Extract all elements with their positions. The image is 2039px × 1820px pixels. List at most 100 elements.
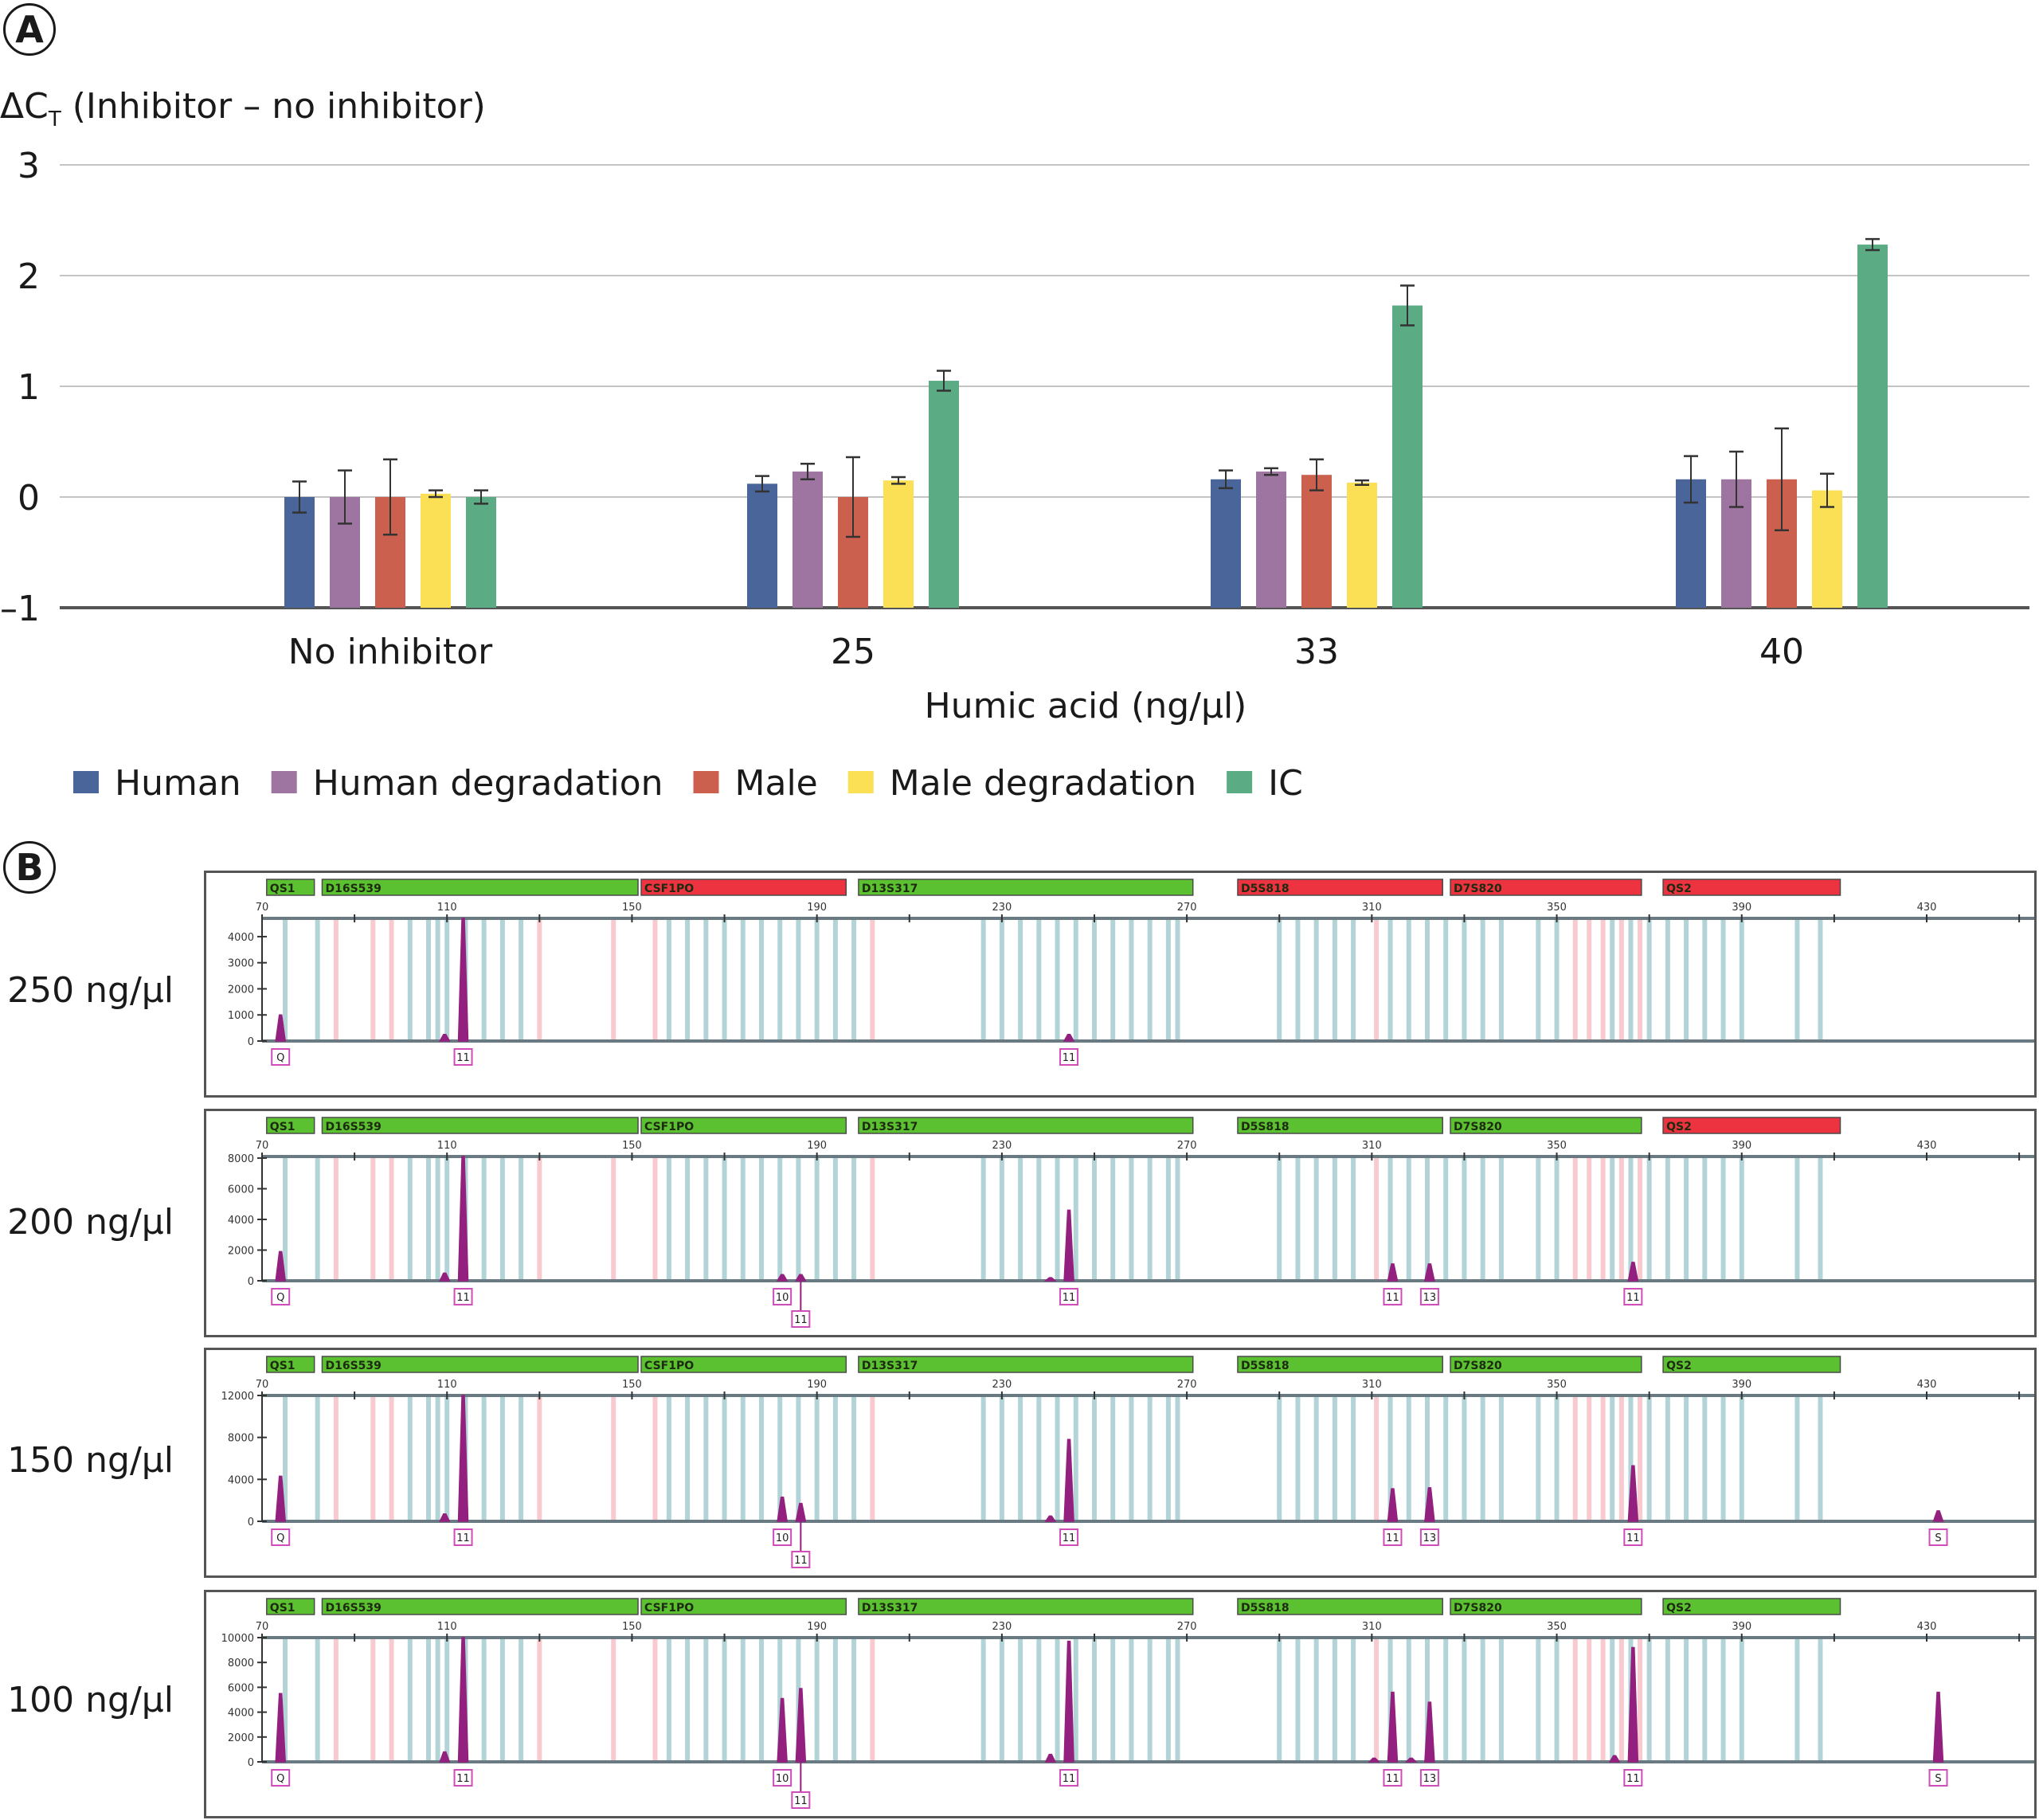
allele-call-box [1419,1769,1439,1787]
allele-bin [1147,918,1153,1041]
allele-peak [776,1274,789,1282]
marker-bar-d7s820 [1450,1598,1642,1615]
offladder-bin [611,1395,616,1521]
allele-call-label: 11 [1063,1532,1076,1544]
allele-call-label: 11 [456,1532,470,1544]
offladder-bin [1618,918,1624,1041]
allele-peak [275,1251,287,1282]
marker-label: D13S317 [862,1602,918,1615]
bp-tick-label: 110 [437,1379,457,1391]
allele-bin [1313,1157,1319,1281]
bp-tick-label: 350 [1547,1379,1567,1391]
allele-bin [1480,918,1485,1041]
bp-tick-label: 430 [1917,902,1937,914]
allele-bin [851,1395,857,1521]
allele-bin [1175,918,1180,1041]
rfu-tick-label: 12000 [221,1391,254,1403]
offladder-bin [1638,1395,1643,1521]
allele-peak [457,918,469,1042]
bar-male-degradation [1347,482,1377,608]
row-label-250: 250 ng/µl [7,970,174,1011]
allele-bin [1387,1157,1393,1281]
allele-bin [1554,1638,1560,1762]
bp-tick-label: 390 [1732,1140,1751,1152]
allele-peak [1063,1209,1074,1282]
allele-bin [1036,1395,1042,1521]
allele-bin [1277,1157,1282,1281]
allele-bin [1665,1395,1670,1521]
rfu-tick-label: 4000 [228,1474,254,1486]
allele-bin [1165,1395,1171,1521]
minor-peak [439,1034,451,1042]
allele-bin [1332,918,1337,1041]
allele-bin [1480,1395,1485,1521]
allele-bin [1425,1395,1430,1521]
marker-bar-d13s317 [858,1598,1194,1615]
allele-bin [1646,1638,1652,1762]
allele-bin [777,1395,783,1521]
allele-call-box [453,1048,473,1066]
allele-bin [407,1395,413,1521]
allele-bin [1129,1638,1134,1762]
marker-bar-d13s317 [858,879,1194,896]
allele-bin [740,1638,746,1762]
bp-tick-label: 70 [256,902,269,914]
marker-bar-qs2 [1662,879,1841,896]
allele-call-box [791,1551,811,1568]
allele-bin [1554,1157,1560,1281]
bp-tick-label: 150 [622,902,642,914]
offladder-bin [1600,1157,1606,1281]
allele-bin [1665,918,1670,1041]
allele-bin [999,1395,1004,1521]
marker-label: D16S539 [325,1121,381,1133]
allele-bin [1055,1638,1060,1762]
bp-tick-label: 150 [622,1621,642,1633]
offladder-bin [389,1157,394,1281]
bp-tick-label: 230 [992,902,1012,914]
allele-call-label: 13 [1423,1773,1437,1785]
allele-call-label: Q [276,1532,284,1544]
allele-bin [481,1157,487,1281]
allele-bin [814,1395,820,1521]
bp-tick-label: 430 [1917,1379,1937,1391]
allele-bin [1646,918,1652,1041]
rfu-tick-label: 1000 [228,1010,254,1022]
allele-bin [444,1157,450,1281]
marker-label: D5S818 [1241,1121,1290,1133]
allele-bin [1702,918,1708,1041]
bp-tick-label: 270 [1177,1379,1197,1391]
marker-label: CSF1PO [644,1360,694,1372]
allele-bin [1110,1395,1116,1521]
electropherogram-200-plot: QS1 D16S539 CSF1PO D13S317 D5S818 D7S820 QS2 70… [228,1117,2034,1328]
allele-call-label: 11 [1386,1773,1399,1785]
allele-bin [1646,1395,1652,1521]
allele-bin [1129,1395,1134,1521]
allele-bin [703,1395,709,1521]
minor-peak [439,1272,451,1282]
allele-call-label: 13 [1423,1292,1437,1304]
allele-bin [315,1157,320,1281]
bp-tick-label: 190 [807,902,827,914]
bp-tick-label: 270 [1177,1140,1197,1152]
allele-bin [1147,1157,1153,1281]
allele-bin [1739,1157,1744,1281]
allele-peak [1627,1646,1639,1763]
marker-bar-qs1 [266,1356,315,1373]
allele-bin [777,1638,783,1762]
row-label-100: 100 ng/µl [7,1680,174,1720]
allele-peak [777,1697,788,1763]
allele-bin [740,1157,746,1281]
legend-label: Male [735,763,818,804]
allele-bin [1295,1395,1301,1521]
bp-tick-label: 110 [437,1140,457,1152]
offladder-bin [333,1638,339,1762]
allele-peak [1387,1488,1399,1522]
allele-bin [685,1638,691,1762]
y-tick-label: –1 [0,589,40,629]
rfu-tick-label: 4000 [228,932,254,944]
allele-bin [1055,1157,1060,1281]
allele-bin [1055,1395,1060,1521]
allele-bin [444,1395,450,1521]
offladder-bin [1374,1638,1380,1762]
allele-bin [1462,1638,1467,1762]
